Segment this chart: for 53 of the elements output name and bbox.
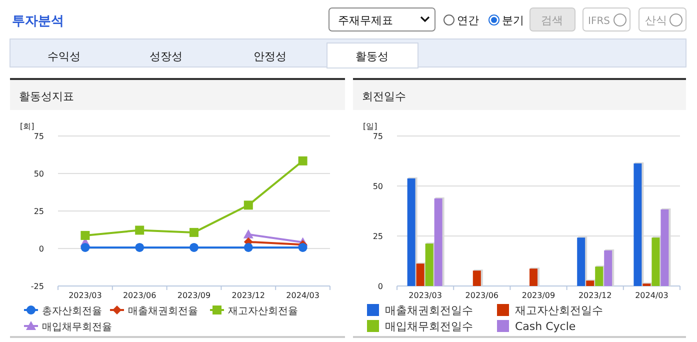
y-tick-label: 25 xyxy=(34,207,44,216)
legend-label: 매출채권회전율 xyxy=(128,306,198,317)
y-tick-label: 0 xyxy=(378,282,383,291)
point xyxy=(135,242,144,252)
x-tick-label: 2024/03 xyxy=(286,291,320,300)
y-tick-label: 75 xyxy=(372,132,383,141)
point xyxy=(80,242,90,252)
text: 수익성 xyxy=(48,50,80,63)
text: 성장성 xyxy=(150,50,182,63)
point xyxy=(298,156,308,166)
y-tick-label: 50 xyxy=(34,170,44,178)
x-tick-label: 2023/12 xyxy=(232,291,266,300)
y-tick-label: 0 xyxy=(38,244,44,254)
x-tick-label: 2023/09 xyxy=(522,291,556,300)
x-tick-label: 2023/12 xyxy=(578,291,612,300)
legend-label: 매출채권회전일수 xyxy=(385,304,473,317)
text: 투자분석 xyxy=(12,14,64,29)
point xyxy=(244,242,253,252)
point xyxy=(243,229,254,238)
y-tick-label: 75 xyxy=(34,132,44,141)
x-tick-label: 2023/03 xyxy=(68,291,102,300)
point xyxy=(190,228,198,237)
text: IFRS xyxy=(588,16,610,27)
text: 주재무제표 xyxy=(338,14,393,27)
text: 검색 xyxy=(541,14,563,27)
point xyxy=(80,230,90,240)
x-tick-label: 2023/03 xyxy=(408,291,442,300)
x-tick-label: 2024/03 xyxy=(635,291,668,300)
legend-label: 총자산회전율 xyxy=(42,306,102,317)
chart-title: 활동성지표 xyxy=(19,90,74,103)
legend-label: Cash Cycle xyxy=(515,320,576,333)
text: 분기 xyxy=(502,14,524,27)
legend-label: 재고자산회전일수 xyxy=(515,304,603,317)
x-tick-label: 2023/09 xyxy=(177,291,211,300)
x-tick-label: 2023/06 xyxy=(122,291,156,300)
y-tick-label: 50 xyxy=(372,182,383,191)
point xyxy=(298,242,308,252)
legend-label: 재고자산회전율 xyxy=(228,306,298,317)
legend-label: 매입채무회전일수 xyxy=(385,320,473,333)
y-axis-title: [회] xyxy=(20,122,34,131)
legend-label: 매입채무회전율 xyxy=(42,322,112,333)
text: 연간 xyxy=(457,14,479,27)
y-axis-title: [일] xyxy=(363,122,378,131)
y-tick-label: 25 xyxy=(372,232,383,241)
text: 안정성 xyxy=(254,50,286,63)
y-tick-label: -25 xyxy=(30,282,44,291)
text: 활동성 xyxy=(356,50,388,63)
point xyxy=(244,200,253,210)
point xyxy=(135,226,144,235)
point xyxy=(190,242,198,252)
chart-title: 회전일수 xyxy=(362,90,406,103)
x-tick-label: 2023/06 xyxy=(465,291,499,300)
text: 산식 xyxy=(645,14,667,27)
